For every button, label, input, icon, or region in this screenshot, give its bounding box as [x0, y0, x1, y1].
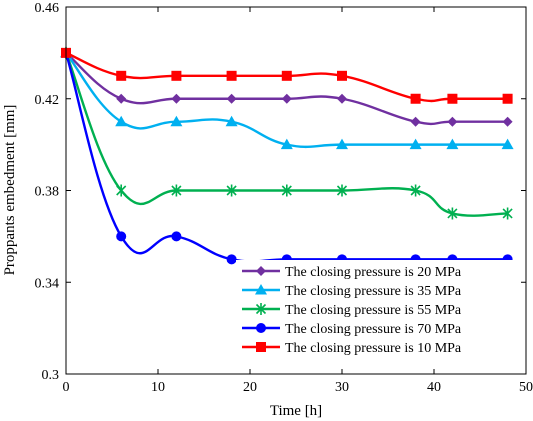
data-point-marker	[171, 93, 182, 104]
data-point-marker	[116, 70, 127, 81]
axes-layer: 0 10 20 30 40 50 0.3 0.34 0.38 0.42 0.46	[35, 1, 533, 395]
y-tick-label: 0.46	[35, 1, 60, 16]
data-point-marker	[171, 231, 182, 242]
series-layer	[60, 46, 514, 265]
y-tick-label: 0.38	[35, 185, 60, 200]
data-point-marker	[337, 93, 347, 104]
series-0	[61, 47, 513, 127]
x-tick-label: 10	[151, 380, 165, 395]
data-point-marker	[115, 115, 128, 127]
legend-marker	[255, 303, 267, 315]
data-point-marker	[447, 207, 458, 220]
data-point-marker	[170, 115, 183, 127]
data-point-marker	[409, 138, 422, 150]
legend-marker	[256, 323, 266, 333]
x-tick-label: 50	[519, 380, 533, 395]
legend-marker	[256, 266, 266, 276]
y-tick-label: 0.42	[35, 93, 60, 108]
legend-marker	[256, 342, 266, 352]
data-point-marker	[410, 184, 421, 197]
legend-label: The closing pressure is 10 MPa	[285, 341, 462, 356]
data-point-marker	[281, 70, 292, 81]
data-point-marker	[226, 184, 237, 197]
series-1	[60, 46, 514, 150]
legend-label: The closing pressure is 55 MPa	[285, 303, 462, 318]
series-line	[65, 51, 508, 126]
series-line	[65, 52, 508, 149]
data-point-marker	[116, 184, 127, 197]
data-point-marker	[226, 254, 237, 265]
data-point-marker	[116, 231, 127, 242]
data-point-marker	[336, 184, 348, 197]
legend-box	[236, 260, 519, 366]
data-point-marker	[226, 70, 237, 81]
x-axis-label: Time [h]	[270, 403, 322, 419]
series-line	[64, 52, 508, 263]
y-tick-label: 0.34	[35, 276, 60, 291]
data-point-marker	[501, 138, 514, 150]
data-point-marker	[502, 116, 513, 127]
data-point-marker	[447, 116, 458, 127]
data-point-marker	[446, 138, 459, 150]
x-tick-label: 20	[243, 380, 257, 395]
x-tick-label: 30	[335, 380, 349, 395]
y-axis-label: Proppants embedment [mm]	[2, 105, 18, 276]
data-point-marker	[171, 184, 182, 197]
y-tick-label: 0.3	[42, 368, 60, 383]
data-point-marker	[226, 93, 237, 104]
data-point-marker	[116, 93, 127, 104]
data-point-marker	[280, 138, 293, 150]
data-point-marker	[336, 138, 348, 150]
data-point-marker	[410, 93, 421, 104]
data-point-marker	[171, 70, 182, 81]
data-point-marker	[281, 184, 292, 197]
data-point-marker	[502, 93, 513, 104]
legend: The closing pressure is 20 MPa The closin…	[236, 260, 519, 366]
legend-label: The closing pressure is 20 MPa	[285, 265, 462, 280]
legend-label: The closing pressure is 70 MPa	[285, 322, 462, 337]
data-point-marker	[281, 93, 292, 104]
data-point-marker	[337, 70, 347, 81]
x-tick-label: 40	[427, 380, 441, 395]
legend-label: The closing pressure is 35 MPa	[285, 284, 462, 299]
x-tick-label: 0	[63, 380, 70, 395]
data-point-marker	[225, 115, 238, 127]
data-point-marker	[502, 207, 513, 220]
data-point-marker	[447, 93, 458, 104]
data-point-marker	[410, 116, 421, 127]
legend-marker	[255, 284, 267, 295]
